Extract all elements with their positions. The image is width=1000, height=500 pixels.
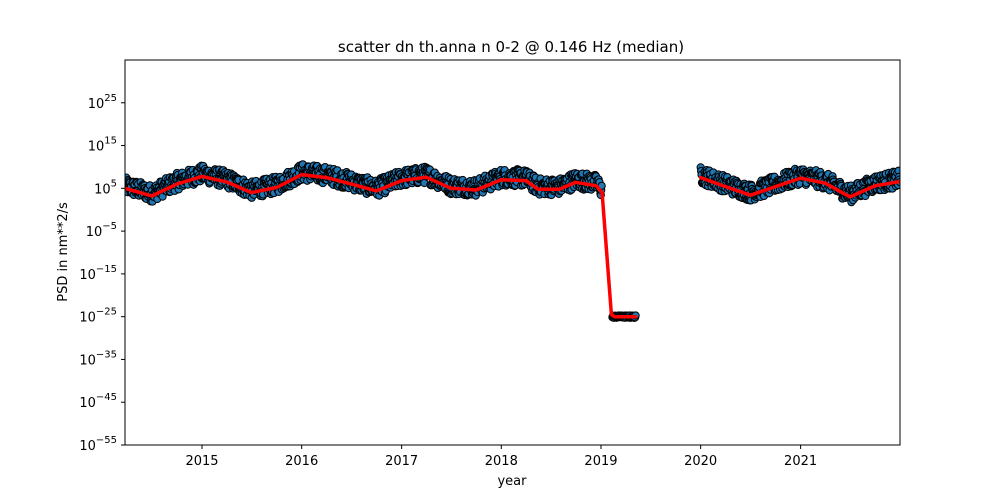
chart-title: scatter dn th.anna n 0-2 @ 0.146 Hz (med… — [338, 38, 684, 56]
x-tick-label: 2015 — [185, 454, 218, 469]
y-tick-label: 1025 — [88, 93, 117, 112]
x-axis: 2015 2016 2017 2018 2019 2020 2021 — [185, 445, 817, 469]
y-tick-label: 10−15 — [79, 264, 117, 283]
x-tick-label: 2018 — [485, 454, 518, 469]
y-tick-label: 10−55 — [79, 435, 117, 454]
y-tick-label: 10−25 — [79, 307, 117, 326]
y-tick-label: 1015 — [88, 136, 117, 155]
y-axis-label: PSD in nm**2/s — [56, 202, 71, 302]
y-tick-label: 10−45 — [79, 392, 117, 411]
y-tick-label: 10−35 — [79, 349, 117, 368]
x-axis-label: year — [497, 474, 527, 489]
y-tick-label: 10−5 — [86, 221, 117, 240]
x-tick-label: 2017 — [385, 454, 418, 469]
x-tick-label: 2021 — [784, 454, 817, 469]
x-tick-label: 2016 — [285, 454, 318, 469]
median-line-path — [125, 172, 638, 319]
y-tick-label: 105 — [94, 178, 117, 197]
median-line — [125, 172, 900, 319]
y-axis: 1025 1015 105 10−5 10−15 10−25 10−35 10−45 10−55 — [79, 93, 125, 454]
median-line-path — [698, 175, 900, 199]
x-tick-label: 2020 — [684, 454, 717, 469]
plot-area-frame — [124, 59, 901, 446]
x-tick-label: 2019 — [584, 454, 617, 469]
